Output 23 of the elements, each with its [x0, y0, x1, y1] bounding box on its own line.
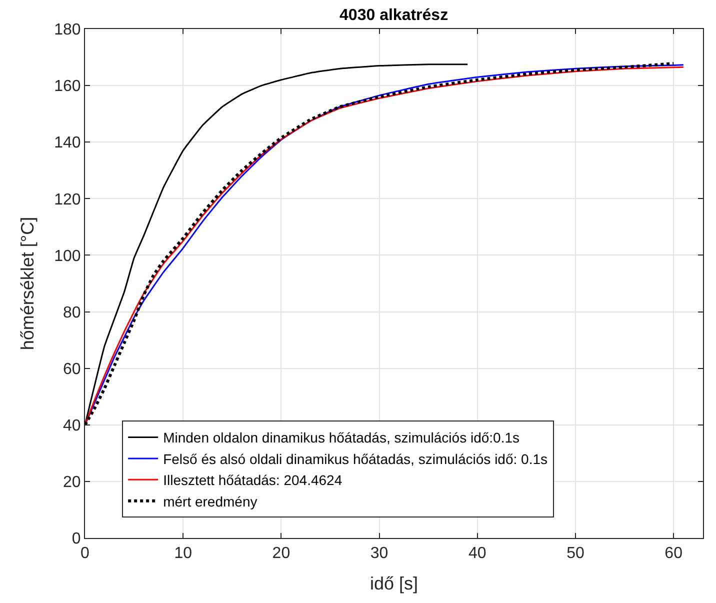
- x-tick-label: 20: [272, 545, 290, 562]
- x-axis-title: idő [s]: [370, 573, 418, 594]
- y-tick-label: 180: [54, 22, 81, 39]
- y-tick-label: 40: [63, 417, 81, 434]
- legend-label: mért eredmény: [163, 493, 258, 510]
- x-tick-label: 60: [664, 545, 683, 562]
- legend-label: Minden oldalon dinamikus hőátadás, szimulációs idő:0.1s: [163, 430, 520, 446]
- x-tick-label: 50: [566, 545, 584, 562]
- y-tick-label: 20: [63, 474, 81, 492]
- y-tick-label: 160: [54, 78, 81, 96]
- y-axis-title: hőmérséklet [°C]: [17, 216, 38, 350]
- legend-label: Felső és alsó oldali dinamikus hőátadás, szimulációs idő: 0.1s: [163, 450, 548, 467]
- y-tick-label: 80: [63, 304, 81, 322]
- y-tick-label: 0: [72, 530, 81, 548]
- x-tick-label: 40: [468, 545, 486, 562]
- y-tick-label: 60: [63, 360, 81, 378]
- legend-label: Illesztett hőátadás: 204.4624: [163, 472, 342, 488]
- x-tick-label: 30: [370, 545, 388, 562]
- x-tick-label: 10: [174, 545, 192, 562]
- y-tick-label: 120: [54, 191, 81, 208]
- chart-title: 4030 alkatrész: [340, 7, 448, 24]
- y-tick-label: 100: [54, 248, 81, 265]
- y-tick-label: 140: [54, 134, 81, 152]
